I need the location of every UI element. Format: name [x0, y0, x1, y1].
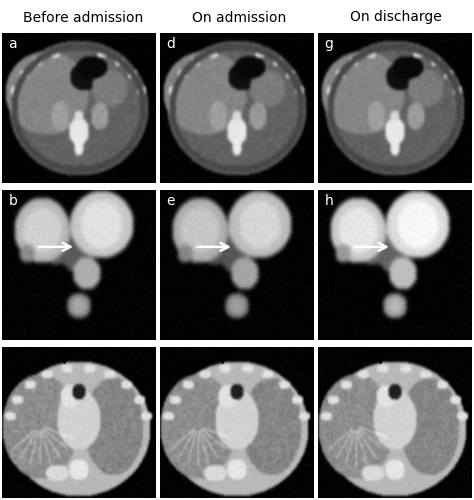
Text: On discharge: On discharge [350, 10, 442, 24]
Text: b: b [9, 194, 18, 208]
Text: d: d [166, 37, 175, 51]
Text: h: h [324, 194, 333, 208]
Text: On admission: On admission [192, 10, 286, 24]
Text: e: e [166, 194, 175, 208]
Text: i: i [324, 351, 328, 365]
Text: f: f [166, 351, 172, 365]
Text: a: a [9, 37, 17, 51]
Text: Before admission: Before admission [23, 10, 143, 24]
Text: c: c [9, 351, 16, 365]
Text: g: g [324, 37, 333, 51]
